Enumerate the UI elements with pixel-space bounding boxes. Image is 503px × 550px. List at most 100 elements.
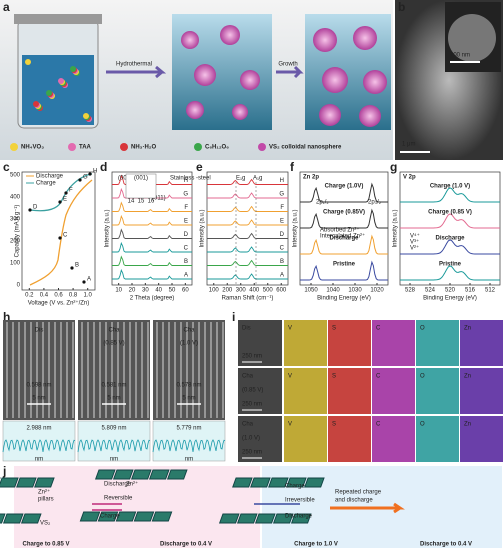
label: A₁g (253, 176, 262, 182)
profile-trace (77, 439, 151, 453)
label: 250 nm (242, 402, 262, 408)
vs2-layer (16, 477, 37, 488)
label: C (376, 326, 381, 332)
x-axis-label: Binding Energy (eV) (317, 296, 371, 302)
label: 5 nm (107, 396, 120, 402)
vs2-layer (254, 513, 276, 524)
x-tick-label: 0.2 (25, 293, 34, 299)
legend-text: NH₃·H₂O (131, 145, 156, 151)
label: Zn (464, 374, 471, 380)
state-label: Charge (1.0 V) (430, 184, 470, 190)
trace-label: H (280, 178, 284, 184)
panel-label: b (398, 0, 405, 14)
caption: Discharge to 0.4 V (420, 542, 472, 548)
spectrum (400, 213, 500, 229)
spectrum (300, 182, 388, 203)
arrow (330, 502, 405, 514)
state-label: Charge (0.85 V) (428, 210, 472, 216)
y-tick-label: 500 (10, 173, 21, 179)
label: nm (110, 457, 118, 463)
state-point (64, 191, 68, 195)
profile-trace (152, 439, 226, 453)
y-axis-label: Intensity (a.u.) (393, 209, 399, 247)
label: (0.85 V) (242, 388, 263, 394)
x-tick-label: 20 (129, 288, 136, 294)
trace-label: A (184, 273, 188, 279)
panel-label: j (2, 464, 6, 478)
x-tick-label: 100 (209, 288, 220, 294)
vs2-layer (94, 469, 116, 480)
trace (112, 214, 192, 226)
label: G (83, 175, 88, 181)
label: H (93, 169, 97, 175)
discharge-curve (29, 179, 93, 286)
trace-label: C (184, 246, 189, 252)
vs2-layer (236, 513, 258, 524)
label: Stainless -steel (170, 176, 211, 182)
trace-label: G (183, 192, 188, 198)
label: Cha (108, 328, 120, 334)
trace (112, 241, 192, 253)
state-point (58, 236, 62, 240)
x-tick-label: 40 (155, 288, 162, 294)
y-axis-label: Intensity (a.u.) (105, 209, 111, 247)
trace-label: B (280, 259, 284, 265)
x-tick-label: 0.6 (54, 293, 63, 299)
inset-tick: 14 (128, 199, 135, 205)
x-axis-label: 2 Theta (degree) (130, 296, 175, 302)
panel-label: a (3, 0, 10, 14)
label: 5.779 nm (176, 426, 201, 432)
label: C (63, 233, 68, 239)
label: Cha (242, 374, 254, 380)
nanosphere (186, 101, 204, 119)
eds-map (372, 320, 415, 366)
x-tick-label: 600 (276, 288, 287, 294)
panel-label: h (3, 310, 10, 324)
y-tick-label: 400 (10, 195, 21, 201)
label: Dis (242, 326, 251, 332)
nanosphere (322, 67, 348, 93)
label: Cha (183, 328, 195, 334)
legend-text: Absorbed Zn²⁺ (320, 227, 360, 234)
label: V (288, 422, 292, 428)
plot-frame (111, 171, 193, 286)
y-tick-label: 100 (10, 261, 21, 267)
eds-map (372, 416, 415, 462)
trace-label: F (280, 205, 284, 211)
vs2-layer (2, 513, 24, 524)
x-tick-label: 528 (405, 288, 416, 294)
label: 2p₃/₂ (368, 200, 382, 206)
vs2-layer (286, 477, 307, 488)
x-tick-label: 1.0 (84, 293, 93, 299)
x-tick-label: 0.8 (69, 293, 78, 299)
label: (1.0 V) (242, 436, 260, 442)
trace-label: D (184, 232, 189, 238)
trace-label: D (280, 232, 285, 238)
vs2-layer (290, 513, 312, 524)
label: S (332, 326, 336, 332)
label: S (332, 374, 336, 380)
label: O (420, 326, 425, 332)
spectrum (400, 239, 500, 255)
x-tick-label: 1020 (370, 288, 384, 294)
vs2-layer (20, 513, 42, 524)
eds-map (284, 368, 327, 414)
eds-map (416, 368, 459, 414)
x-tick-label: 50 (169, 288, 176, 294)
trace (112, 201, 192, 212)
legend-dot (194, 143, 202, 151)
label: 0.598 nm (26, 383, 51, 389)
state-point (78, 178, 82, 182)
label: O (420, 422, 425, 428)
eds-map (460, 416, 503, 462)
trace (207, 205, 288, 212)
vs2-layer (148, 469, 170, 480)
label: nm (185, 457, 193, 463)
label: Hydrothermal (116, 62, 152, 68)
label: Zn²⁺ (126, 481, 138, 488)
nanosphere (194, 64, 216, 86)
label: 250 nm (242, 450, 262, 456)
eds-map (460, 368, 503, 414)
vs2-layer (133, 511, 155, 522)
state-label: Charge (0.85V) (323, 210, 365, 216)
